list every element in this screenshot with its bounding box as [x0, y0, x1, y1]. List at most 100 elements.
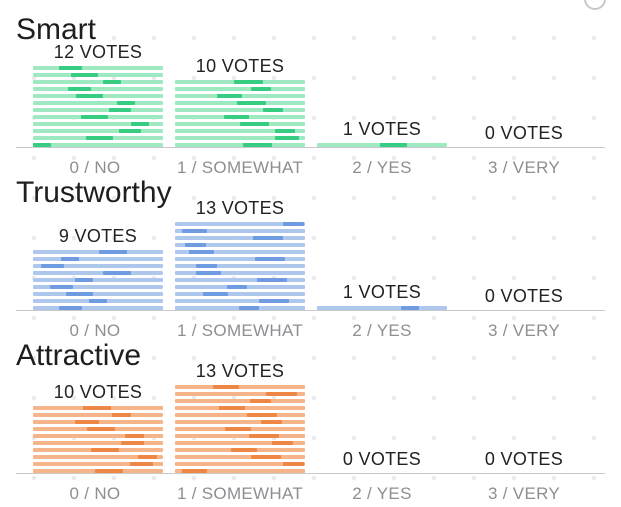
vote-stripe-accent	[182, 229, 207, 233]
vote-stripe	[175, 462, 305, 466]
vote-stripe-accent	[81, 115, 108, 119]
vote-stripe	[33, 250, 163, 254]
vote-stripe-accent	[283, 222, 304, 226]
vote-stripe	[33, 257, 163, 261]
vote-stripe-accent	[275, 136, 299, 140]
vote-bar[interactable]	[33, 406, 163, 473]
vote-bar[interactable]	[175, 385, 305, 473]
vote-count-label: 12 VOTES	[53, 42, 143, 62]
vote-stripe	[175, 122, 305, 126]
vote-stripe	[33, 427, 163, 431]
vote-stripe-accent	[272, 441, 293, 445]
vote-stripe-accent	[66, 292, 93, 296]
category-label: 3 / VERY	[487, 158, 560, 177]
vote-stripe	[175, 420, 305, 424]
vote-stripe	[175, 87, 305, 91]
vote-stripe	[175, 136, 305, 140]
vote-stripe-accent	[196, 271, 221, 275]
category-label: 2 / YES	[352, 321, 412, 340]
vote-stripe-accent	[231, 448, 257, 452]
vote-bar[interactable]	[175, 80, 305, 147]
vote-stripe-accent	[103, 80, 121, 84]
rating-section-attractive: Attractive 10 VOTES 0 / NO 13 VOTES 1 / SOME…	[0, 339, 621, 507]
vote-stripe-accent	[91, 448, 119, 452]
vote-stripe-accent	[87, 427, 115, 431]
vote-stripe	[33, 455, 163, 459]
vote-stripe-accent	[217, 94, 242, 98]
vote-stripe	[33, 448, 163, 452]
vote-bar[interactable]	[175, 222, 305, 310]
vote-stripe-accent	[275, 129, 295, 133]
vote-bar[interactable]	[33, 250, 163, 310]
vote-stripe-accent	[219, 406, 245, 410]
vote-stripe	[175, 406, 305, 410]
vote-stripe	[33, 101, 163, 105]
vote-stripe-accent	[237, 101, 266, 105]
vote-stripe-accent	[257, 278, 287, 282]
vote-stripe	[175, 455, 305, 459]
vote-count-label: 1 VOTES	[342, 119, 422, 139]
vote-stripe	[33, 108, 163, 112]
vote-stripe-accent	[117, 101, 135, 105]
vote-stripe	[33, 299, 163, 303]
category-label: 1 / SOMEWHAT	[176, 158, 304, 177]
vote-stripe-accent	[213, 385, 239, 389]
vote-stripe-accent	[189, 250, 214, 254]
vote-stripe-accent	[225, 427, 251, 431]
vote-stripe-accent	[240, 122, 269, 126]
vote-stripe-accent	[253, 236, 283, 240]
vote-stripe	[175, 434, 305, 438]
vote-stripe	[33, 122, 163, 126]
vote-stripe	[33, 264, 163, 268]
info-icon[interactable]	[584, 0, 606, 10]
vote-stripe-accent	[138, 455, 157, 459]
vote-stripe	[175, 285, 305, 289]
vote-stripe	[33, 285, 163, 289]
vote-stripe	[175, 299, 305, 303]
vote-stripe	[175, 278, 305, 282]
vote-stripe	[175, 222, 305, 226]
category-label: 2 / YES	[352, 158, 412, 177]
vote-stripe-accent	[263, 108, 283, 112]
vote-stripe	[175, 385, 305, 389]
vote-stripe	[33, 420, 163, 424]
vote-stripe	[33, 278, 163, 282]
vote-bar[interactable]	[33, 66, 163, 147]
rating-section-trustworthy: Trustworthy 9 VOTES 0 / NO 13 VOTES 1 / SOME…	[0, 176, 621, 344]
vote-stripe	[33, 94, 163, 98]
vote-stripe-accent	[76, 94, 103, 98]
vote-stripe-accent	[247, 413, 277, 417]
rating-section-smart: Smart 12 VOTES 0 / NO 10 VOTES 1 / SOMEWHAT 1…	[0, 13, 621, 181]
vote-stripe	[175, 448, 305, 452]
vote-stripe-accent	[86, 136, 113, 140]
vote-stripe	[33, 66, 163, 70]
vote-stripe-accent	[196, 264, 217, 268]
category-label: 0 / NO	[69, 158, 121, 177]
vote-stripe	[33, 87, 163, 91]
vote-stripe-accent	[185, 243, 206, 247]
vote-stripe	[175, 229, 305, 233]
vote-stripe	[175, 115, 305, 119]
vote-stripe-accent	[259, 299, 289, 303]
vote-stripe-accent	[99, 250, 127, 254]
category-label: 1 / SOMEWHAT	[176, 484, 304, 503]
category-label: 2 / YES	[352, 484, 412, 503]
vote-stripe-accent	[266, 392, 297, 396]
vote-count-label: 10 VOTES	[53, 382, 143, 402]
vote-stripe-accent	[41, 264, 64, 268]
category-label: 1 / SOMEWHAT	[176, 321, 304, 340]
vote-stripe-accent	[251, 87, 271, 91]
vote-stripe-accent	[251, 455, 281, 459]
vote-stripe	[33, 434, 163, 438]
vote-stripe	[175, 94, 305, 98]
vote-stripe	[33, 413, 163, 417]
vote-stripe-accent	[250, 399, 271, 403]
vote-stripe	[175, 441, 305, 445]
vote-stripe	[175, 243, 305, 247]
vote-count-label: 0 VOTES	[484, 286, 564, 306]
vote-count-label: 13 VOTES	[195, 198, 285, 218]
vote-stripe-accent	[131, 122, 149, 126]
vote-stripe-accent	[75, 420, 99, 424]
vote-stripe-accent	[249, 434, 279, 438]
vote-stripe	[175, 392, 305, 396]
